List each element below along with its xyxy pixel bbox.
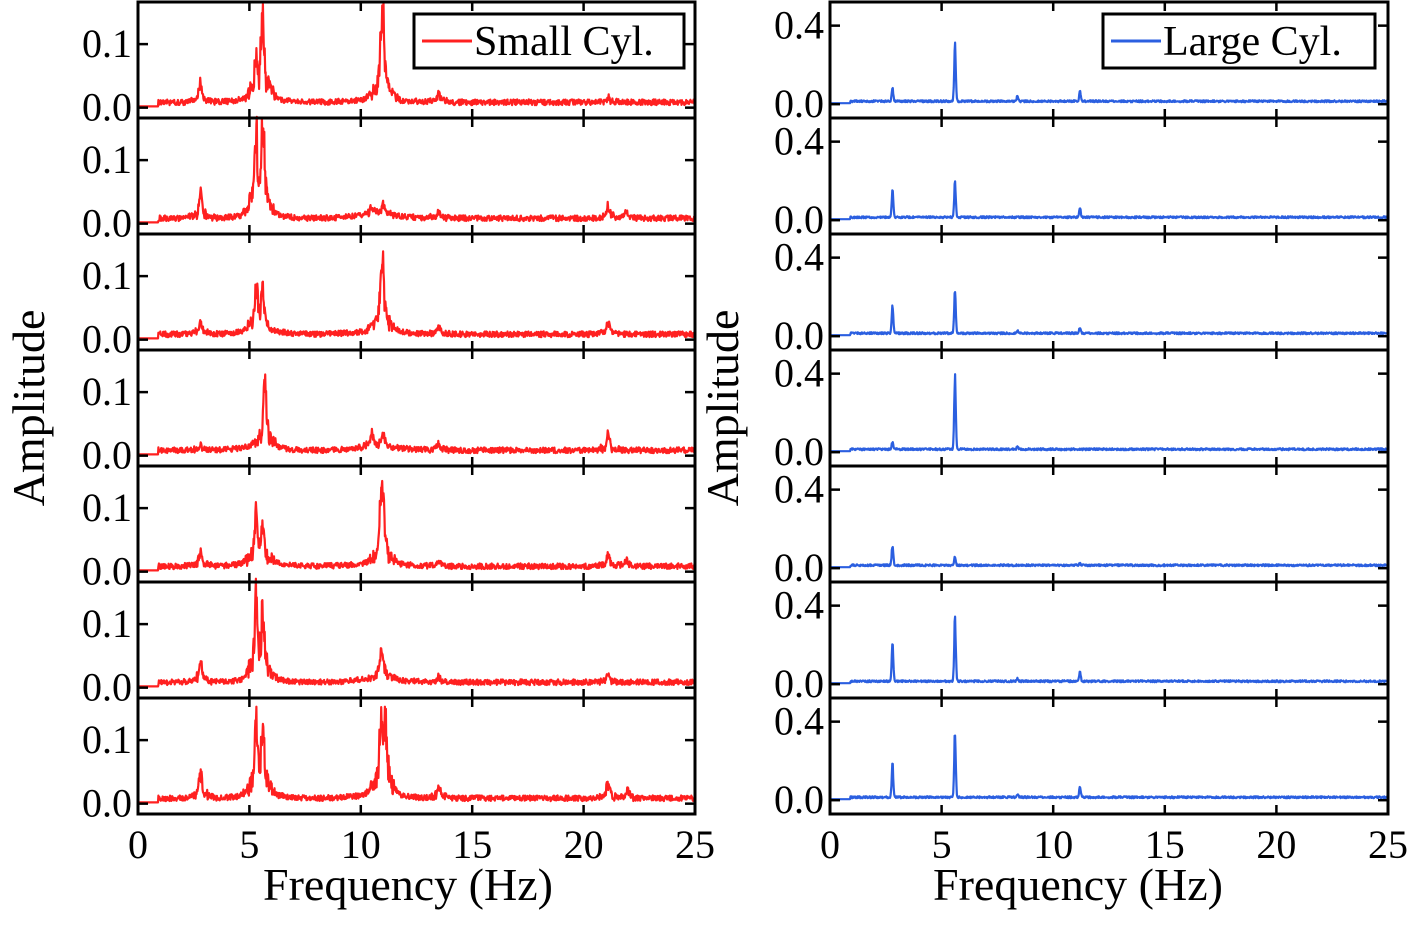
x-tick-label: 10 — [341, 822, 381, 867]
y-tick-label: 0.1 — [82, 137, 132, 182]
panel-3: 0.00.1 — [82, 232, 697, 362]
y-tick-label: 0.0 — [774, 197, 824, 242]
x-tick-label: 5 — [932, 822, 952, 867]
y-tick-label: 0.4 — [774, 119, 824, 164]
y-tick-label: 0.0 — [774, 429, 824, 474]
panel-4: 0.00.1 — [82, 348, 697, 478]
small-cylinder-y-axis-label: Amplitude — [3, 310, 54, 507]
series-line — [829, 734, 1389, 801]
panel-5: 0.0 0.4 — [774, 464, 1390, 590]
y-tick-label: 0.4 — [774, 3, 824, 48]
series-line — [829, 545, 1389, 569]
series-line — [137, 479, 697, 572]
y-tick-label: 0.0 — [82, 433, 132, 478]
x-tick-label: 25 — [1368, 822, 1408, 867]
x-tick-label: 25 — [675, 822, 715, 867]
panel-6: 0.0 0.4 — [774, 580, 1390, 706]
y-tick-label: 0.0 — [82, 781, 132, 826]
y-tick-label: 0.0 — [774, 661, 824, 706]
series-line — [137, 577, 697, 688]
y-tick-label: 0.0 — [774, 313, 824, 358]
large-cylinder-panels: 0.00.40.00.40.00.40.00.40.00.40.00.40.00… — [774, 0, 1390, 822]
y-tick-label: 0.1 — [82, 485, 132, 530]
large-cylinder-legend: Large Cyl. — [1101, 12, 1377, 70]
x-tick-label: 5 — [239, 822, 259, 867]
large-cylinder-x-tick-labels: 0 5 10 15 20 25 — [820, 822, 1408, 867]
y-tick-label: 0.4 — [774, 583, 824, 628]
y-tick-label: 0.4 — [774, 699, 824, 744]
panel-2: 0.0 0.4 — [774, 116, 1390, 242]
y-tick-label: 0.1 — [82, 253, 132, 298]
x-tick-label: 20 — [1256, 822, 1296, 867]
series-line — [829, 41, 1390, 105]
legend-entry-label: Small Cyl. — [474, 19, 654, 65]
small-cylinder-x-tick-labels: 0 5 10 15 20 25 — [128, 822, 715, 867]
series-line — [829, 373, 1390, 453]
x-tick-label: 0 — [128, 822, 148, 867]
x-tick-label: 15 — [1145, 822, 1185, 867]
y-tick-label: 0.4 — [774, 351, 824, 396]
series-line — [829, 615, 1389, 685]
series-line — [137, 373, 697, 456]
y-tick-label: 0.0 — [774, 545, 824, 590]
large-cylinder-y-axis-label: Amplitude — [697, 310, 748, 507]
y-tick-label: 0.0 — [82, 665, 132, 710]
y-tick-label: 0.0 — [774, 81, 824, 126]
small-cylinder-legend: Small Cyl. — [412, 12, 686, 70]
y-tick-label: 0.1 — [82, 369, 132, 414]
large-cylinder-chart: 0.00.40.00.40.00.40.00.40.00.40.00.40.00… — [697, 0, 1408, 910]
x-tick-label: 0 — [820, 822, 840, 867]
series-line — [137, 115, 696, 224]
series-line — [137, 705, 697, 804]
large-cylinder-x-axis-label: Frequency (Hz) — [933, 859, 1223, 910]
panel-7: 0.00.1 — [82, 696, 697, 826]
x-tick-label: 10 — [1033, 822, 1073, 867]
panel-5: 0.00.1 — [82, 464, 697, 594]
panel-frame — [136, 696, 697, 816]
y-tick-label: 0.0 — [774, 777, 824, 822]
x-tick-label: 20 — [564, 822, 604, 867]
series-line — [829, 291, 1390, 337]
y-tick-label: 0.1 — [82, 717, 132, 762]
small-cylinder-panels: 0.00.10.00.10.00.10.00.10.00.10.00.10.00… — [82, 0, 697, 826]
y-tick-label: 0.0 — [82, 317, 132, 362]
series-line — [137, 0, 696, 108]
y-tick-label: 0.1 — [82, 21, 132, 66]
panel-7: 0.0 0.4 — [774, 696, 1390, 822]
legend-entry-label: Large Cyl. — [1163, 19, 1342, 65]
y-tick-label: 0.4 — [774, 467, 824, 512]
y-tick-label: 0.1 — [82, 601, 132, 646]
y-tick-label: 0.0 — [82, 201, 132, 246]
panel-4: 0.0 0.4 — [774, 348, 1390, 474]
small-cylinder-chart: 0.00.10.00.10.00.10.00.10.00.10.00.10.00… — [3, 0, 715, 910]
y-tick-label: 0.0 — [82, 85, 132, 130]
series-line — [829, 180, 1390, 221]
panel-3: 0.0 0.4 — [774, 232, 1390, 358]
series-line — [137, 250, 697, 340]
x-tick-label: 15 — [452, 822, 492, 867]
panel-2: 0.00.1 — [82, 115, 697, 246]
y-tick-label: 0.4 — [774, 235, 824, 280]
small-cylinder-x-axis-label: Frequency (Hz) — [263, 859, 553, 910]
panel-6: 0.00.1 — [82, 577, 697, 710]
y-tick-label: 0.0 — [82, 549, 132, 594]
panel-frame — [828, 696, 1390, 816]
